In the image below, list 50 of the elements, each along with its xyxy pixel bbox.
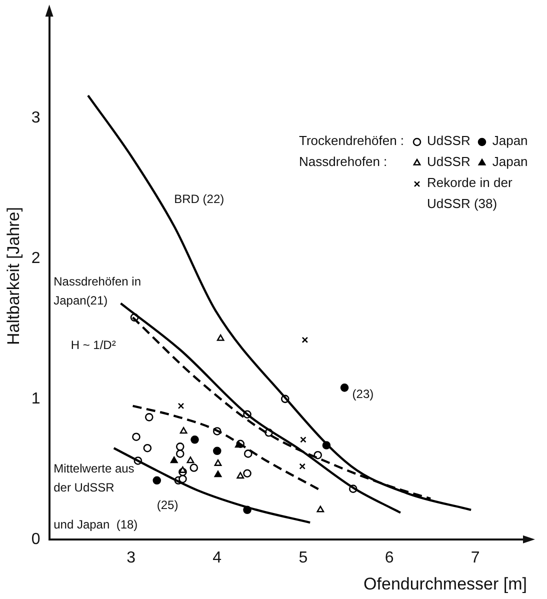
- point: [214, 459, 222, 466]
- point: [214, 470, 222, 478]
- annotation: Nassdrehöfen in Japan(21): [54, 274, 141, 308]
- x-tick-label: 4: [212, 549, 222, 566]
- point: [302, 336, 308, 344]
- y-tick-label: 2: [31, 250, 40, 267]
- y-tick-label: 3: [31, 109, 40, 126]
- legend-label: Rekorde in der UdSSR (38): [427, 174, 514, 213]
- point: [180, 427, 188, 434]
- annotation: H ~ 1/D²: [70, 338, 116, 352]
- legend-label: UdSSR: [427, 133, 470, 148]
- point: [179, 466, 186, 473]
- x-axis-title: Ofendurchmesser [m]: [364, 574, 527, 594]
- point: [340, 384, 349, 392]
- annotation: (23): [352, 387, 374, 402]
- legend-label: Japan: [492, 133, 528, 148]
- legend-label: UdSSR: [427, 154, 470, 169]
- legend-label: Japan: [492, 154, 528, 169]
- point: [299, 463, 306, 470]
- point: [236, 472, 244, 479]
- point: [152, 476, 162, 485]
- annotation: Mittelwerte aus der UdSSR: [54, 461, 134, 494]
- point: [170, 456, 178, 464]
- point: [212, 446, 222, 456]
- point: [143, 444, 152, 452]
- point: [132, 432, 140, 441]
- point: [178, 402, 184, 410]
- annotation: und Japan (18): [54, 518, 138, 532]
- point: [190, 436, 199, 444]
- x-tick-label: 7: [470, 549, 480, 566]
- annotation: BRD (22): [174, 192, 224, 206]
- point: [176, 442, 184, 451]
- annotation: (25): [156, 498, 178, 512]
- point: [216, 334, 224, 341]
- point: [186, 456, 194, 464]
- annotation: Nassdrehofen :: [299, 153, 388, 171]
- point: [190, 464, 198, 472]
- x-tick-label: 6: [384, 549, 394, 566]
- point: [144, 413, 154, 422]
- annotation: Trockendrehöfen :: [299, 132, 406, 150]
- y-axis-title: Haltbarkeit [Jahre]: [4, 207, 23, 345]
- x-tick-label: 3: [126, 549, 136, 566]
- point: [243, 469, 252, 478]
- point: [244, 450, 252, 458]
- y-tick-label: 0: [31, 530, 40, 548]
- x-tick-label: 5: [298, 549, 308, 566]
- point: [176, 450, 184, 458]
- point: [316, 506, 324, 512]
- y-tick-label: 1: [31, 390, 40, 408]
- point: [300, 436, 306, 443]
